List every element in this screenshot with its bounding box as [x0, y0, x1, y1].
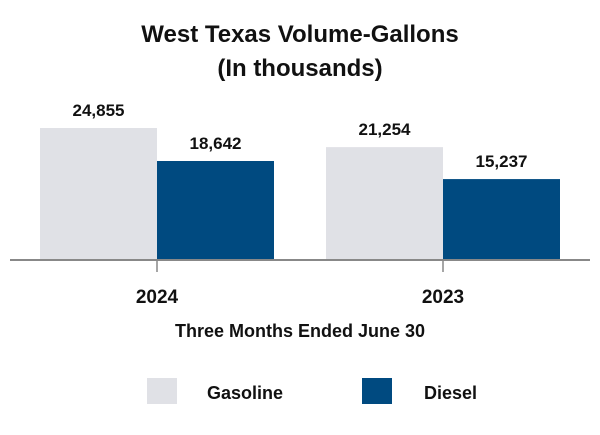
legend-label-diesel: Diesel [424, 383, 477, 403]
legend: Gasoline Diesel [147, 378, 477, 404]
x-tick-label: 2024 [136, 287, 179, 308]
bar-diesel-2023 [443, 179, 560, 260]
legend-swatch-gasoline [147, 378, 177, 404]
x-axis-label: Three Months Ended June 30 [175, 321, 425, 341]
data-label: 24,855 [73, 101, 125, 120]
x-tick-label: 2023 [422, 287, 464, 308]
bar-diesel-2024 [157, 160, 274, 260]
bar-gasoline-2024 [40, 128, 157, 260]
legend-swatch-diesel [362, 378, 392, 404]
data-label: 18,642 [190, 134, 242, 153]
data-label: 21,254 [359, 120, 412, 139]
data-label: 15,237 [476, 152, 528, 171]
legend-label-gasoline: Gasoline [207, 383, 283, 403]
chart-title: West Texas Volume-Gallons [141, 21, 458, 48]
chart-subtitle: (In thousands) [217, 55, 382, 82]
bar-gasoline-2023 [326, 147, 443, 260]
